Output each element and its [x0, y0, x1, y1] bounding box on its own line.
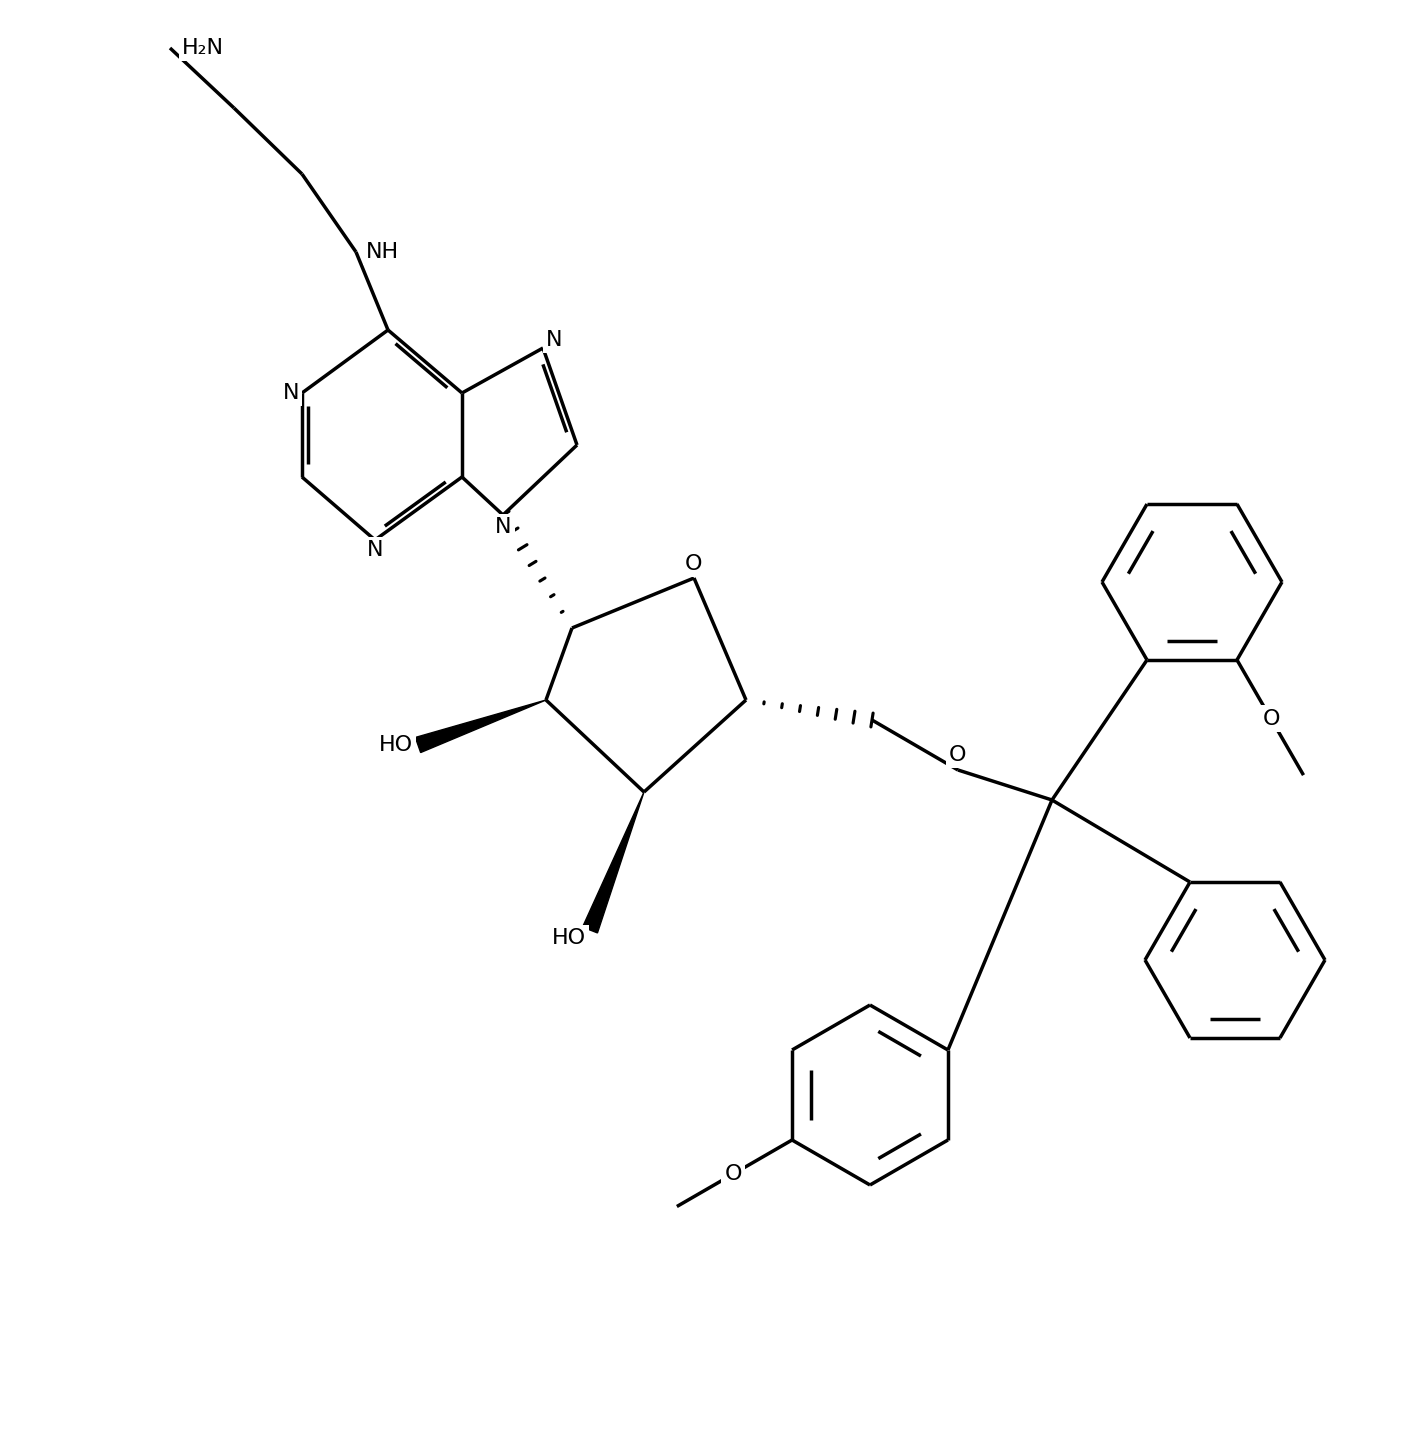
Text: O: O [685, 554, 702, 574]
Polygon shape [415, 699, 547, 752]
Text: O: O [949, 745, 967, 765]
Polygon shape [582, 793, 644, 933]
Text: N: N [283, 383, 299, 404]
Text: N: N [367, 540, 384, 560]
Text: N: N [547, 330, 562, 350]
Text: H₂N: H₂N [183, 37, 224, 57]
Text: HO: HO [379, 735, 413, 755]
Text: O: O [725, 1165, 742, 1185]
Text: O: O [1262, 709, 1280, 729]
Text: N: N [494, 517, 511, 537]
Text: HO: HO [552, 928, 586, 948]
Text: NH: NH [365, 243, 399, 261]
